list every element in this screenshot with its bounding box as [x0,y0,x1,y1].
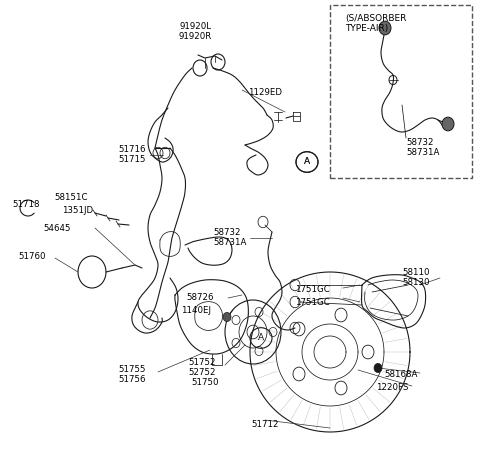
Text: 1751GC: 1751GC [295,298,330,307]
Text: 51755
51756: 51755 51756 [118,365,145,384]
Text: 58168A: 58168A [384,370,418,379]
Text: A: A [258,334,264,343]
Bar [330,5,472,178]
Text: 58151C: 58151C [54,193,87,202]
Text: 58732
58731A: 58732 58731A [213,228,246,247]
Text: 91920L
91920R: 91920L 91920R [179,22,212,41]
Ellipse shape [223,313,231,321]
Text: 51712: 51712 [251,420,279,429]
Text: 1220FS: 1220FS [376,383,408,392]
Text: 51760: 51760 [18,252,46,261]
Text: 51752
52752: 51752 52752 [188,358,216,377]
Text: 1351JD: 1351JD [62,206,93,215]
Text: A: A [304,158,310,167]
Text: 51750: 51750 [191,378,218,387]
Text: 51716
51715: 51716 51715 [118,145,145,164]
Text: 58732
58731A: 58732 58731A [406,138,439,157]
Ellipse shape [442,117,454,131]
Text: (S/ABSORBER
TYPE-AIR): (S/ABSORBER TYPE-AIR) [345,14,407,33]
Text: 58110
58130: 58110 58130 [402,268,430,287]
Text: 54645: 54645 [43,224,71,233]
Ellipse shape [374,363,382,373]
Text: 58726: 58726 [186,293,214,302]
Ellipse shape [379,21,391,35]
Text: 1751GC: 1751GC [295,285,330,294]
Text: A: A [304,158,310,167]
Text: 1129ED: 1129ED [248,88,282,97]
Text: 51718: 51718 [12,200,39,209]
Text: 1140EJ: 1140EJ [181,306,211,315]
